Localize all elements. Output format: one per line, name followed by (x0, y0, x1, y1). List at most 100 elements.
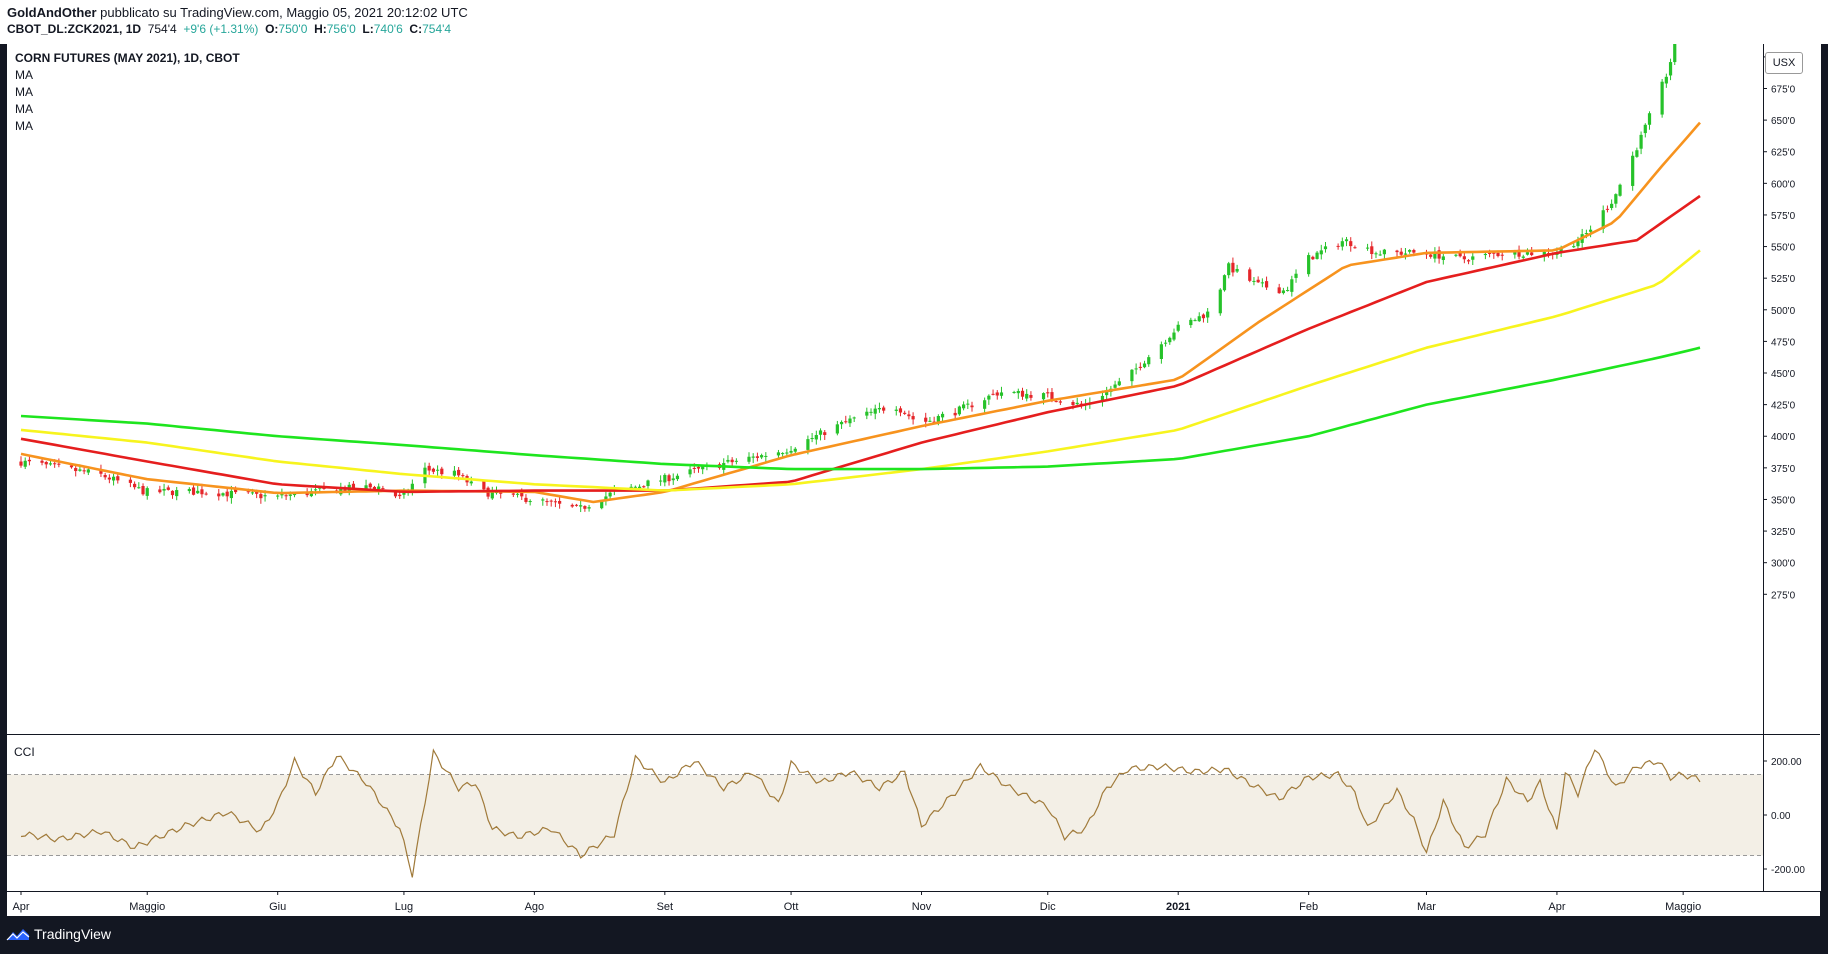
candle-body (469, 481, 473, 484)
candle-body (633, 486, 637, 488)
candle-body (1041, 393, 1046, 400)
candle-body (1286, 290, 1290, 292)
candle-body (747, 456, 751, 462)
price-tick-label: 675'0 (1771, 85, 1796, 96)
candle-body (1105, 390, 1109, 396)
candle-body (1631, 155, 1635, 186)
candle-body (629, 486, 633, 489)
candle-body (835, 424, 839, 434)
time-tick-label: Apr (1548, 901, 1565, 913)
candle-body (894, 409, 898, 411)
candle-body (940, 413, 945, 418)
candle-body (667, 475, 671, 482)
candle-body (1054, 401, 1058, 403)
price-tick-label: 400'0 (1771, 432, 1796, 443)
candle-body (1134, 368, 1138, 370)
candle-body (1142, 363, 1147, 368)
candle-body (528, 501, 532, 503)
candle-body (200, 489, 204, 495)
time-axis-panel (7, 892, 1820, 916)
candle-body (1130, 369, 1134, 382)
price-change: +9'6 (+1.31%) (183, 22, 259, 36)
candle-body (865, 411, 869, 416)
tradingview-logo-icon[interactable] (6, 926, 30, 942)
candle-body (852, 417, 856, 419)
price-tick-label: 300'0 (1771, 559, 1796, 570)
candle-body (427, 465, 431, 471)
candle-body (604, 496, 608, 502)
candle-body (587, 507, 591, 509)
candle-body (877, 408, 882, 410)
candle-body (961, 404, 966, 409)
time-tick-label: Lug (395, 901, 413, 913)
chart-canvas[interactable]: 275'0 300'0 325'0 350'0 375'0 400'0 425'0 450'0… (0, 44, 1828, 916)
candle-body (145, 488, 149, 496)
candle-body (1429, 254, 1433, 257)
candle-body (48, 463, 53, 465)
moving-average-orange (20, 121, 1701, 504)
price-tick-label: 425'0 (1771, 401, 1796, 412)
candle-body (170, 490, 175, 496)
brand-name[interactable]: TradingView (34, 926, 112, 942)
candle-body (1117, 381, 1121, 386)
candle-body (1256, 279, 1260, 283)
high-value: 756'0 (326, 22, 356, 36)
candle-body (111, 476, 116, 481)
candle-body (263, 495, 267, 497)
candle-body (1264, 281, 1269, 288)
ma-label-2[interactable]: MA (15, 85, 33, 99)
candle-body (1222, 275, 1227, 291)
candle-body (158, 489, 162, 493)
candle-body (1466, 260, 1471, 262)
candle-body (692, 467, 696, 469)
candle-body (1500, 254, 1504, 256)
ohlc-legend: CBOT_DL:ZCK2021, 1D 754'4 +9'6 (+1.31%) … (7, 22, 451, 36)
candle-body (957, 406, 961, 415)
candle-body (549, 500, 553, 502)
candle-body (1323, 246, 1328, 250)
candle-body (1016, 390, 1020, 394)
price-tick-label: 600'0 (1771, 179, 1796, 190)
candle-body (789, 450, 793, 453)
candle-body (1159, 344, 1163, 359)
price-tick-label: 450'0 (1771, 369, 1796, 380)
moving-average-red (20, 194, 1701, 494)
candle-body (1189, 319, 1193, 326)
price-tick-label: 350'0 (1771, 495, 1796, 506)
candle-body (364, 485, 368, 491)
ma-label-1[interactable]: MA (15, 68, 33, 82)
candle-body (86, 469, 90, 473)
candle-body (1374, 253, 1378, 255)
time-tick-label: Apr (12, 901, 29, 913)
author-name[interactable]: GoldAndOther (7, 5, 97, 20)
candle-body (1344, 239, 1349, 242)
candle-body (1365, 247, 1370, 249)
candle-body (1643, 124, 1647, 134)
ma-label-3[interactable]: MA (15, 102, 33, 116)
candle-body (781, 453, 785, 455)
candle-body (515, 493, 520, 495)
candle-body (1437, 250, 1441, 259)
candle-body (246, 491, 250, 493)
currency-button[interactable]: USX (1765, 52, 1803, 74)
candle-body (1075, 402, 1079, 405)
candle-body (818, 430, 823, 435)
candle-body (1382, 249, 1386, 255)
footer-bar: TradingView (0, 916, 1828, 954)
candle-body (558, 500, 562, 504)
candle-body (869, 411, 873, 413)
ma-label-4[interactable]: MA (15, 119, 33, 133)
candle-body (1408, 250, 1412, 252)
cci-title[interactable]: CCI (14, 745, 35, 759)
candle-body (1601, 210, 1605, 229)
candle-body (1492, 252, 1496, 254)
candle-body (137, 487, 141, 489)
last-price: 754'4 (147, 22, 177, 36)
candle-body (1029, 394, 1033, 398)
candle-body (776, 452, 781, 456)
candle-body (23, 460, 27, 467)
price-tick-label: 275'0 (1771, 590, 1796, 601)
candle-body (1614, 194, 1618, 204)
candle-body (1542, 251, 1546, 257)
candle-body (545, 501, 549, 503)
